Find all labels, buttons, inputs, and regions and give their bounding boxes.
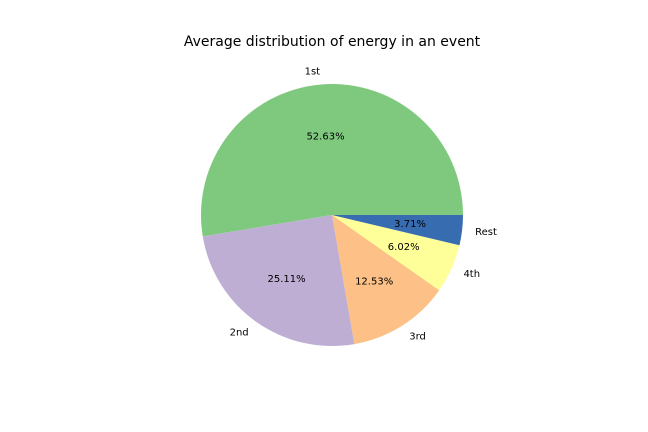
slice-percent-1st: 52.63%	[306, 132, 344, 143]
pie-labels: 1st 52.63% 2nd 25.11% 3rd 12.53% 4th 6.02% Rest 3…	[230, 66, 497, 342]
slice-label-3rd: 3rd	[409, 332, 426, 343]
slice-label-1st: 1st	[305, 66, 321, 77]
pie-slices	[200, 83, 464, 346]
slice-label-2nd: 2nd	[230, 328, 249, 339]
pie-slice-2nd	[202, 215, 355, 346]
pie-slice-1st	[200, 83, 464, 237]
slice-percent-4th: 6.02%	[388, 242, 420, 253]
slice-percent-2nd: 25.11%	[267, 274, 305, 285]
pie-slice-4th	[332, 215, 460, 291]
pie-slice-rest	[332, 215, 463, 246]
slice-label-4th: 4th	[463, 269, 480, 280]
pie-slice-3rd	[332, 215, 440, 345]
slice-label-rest: Rest	[475, 227, 497, 238]
slice-percent-rest: 3.71%	[394, 219, 426, 230]
chart-title: Average distribution of energy in an eve…	[184, 34, 481, 50]
slice-percent-3rd: 12.53%	[355, 276, 393, 287]
